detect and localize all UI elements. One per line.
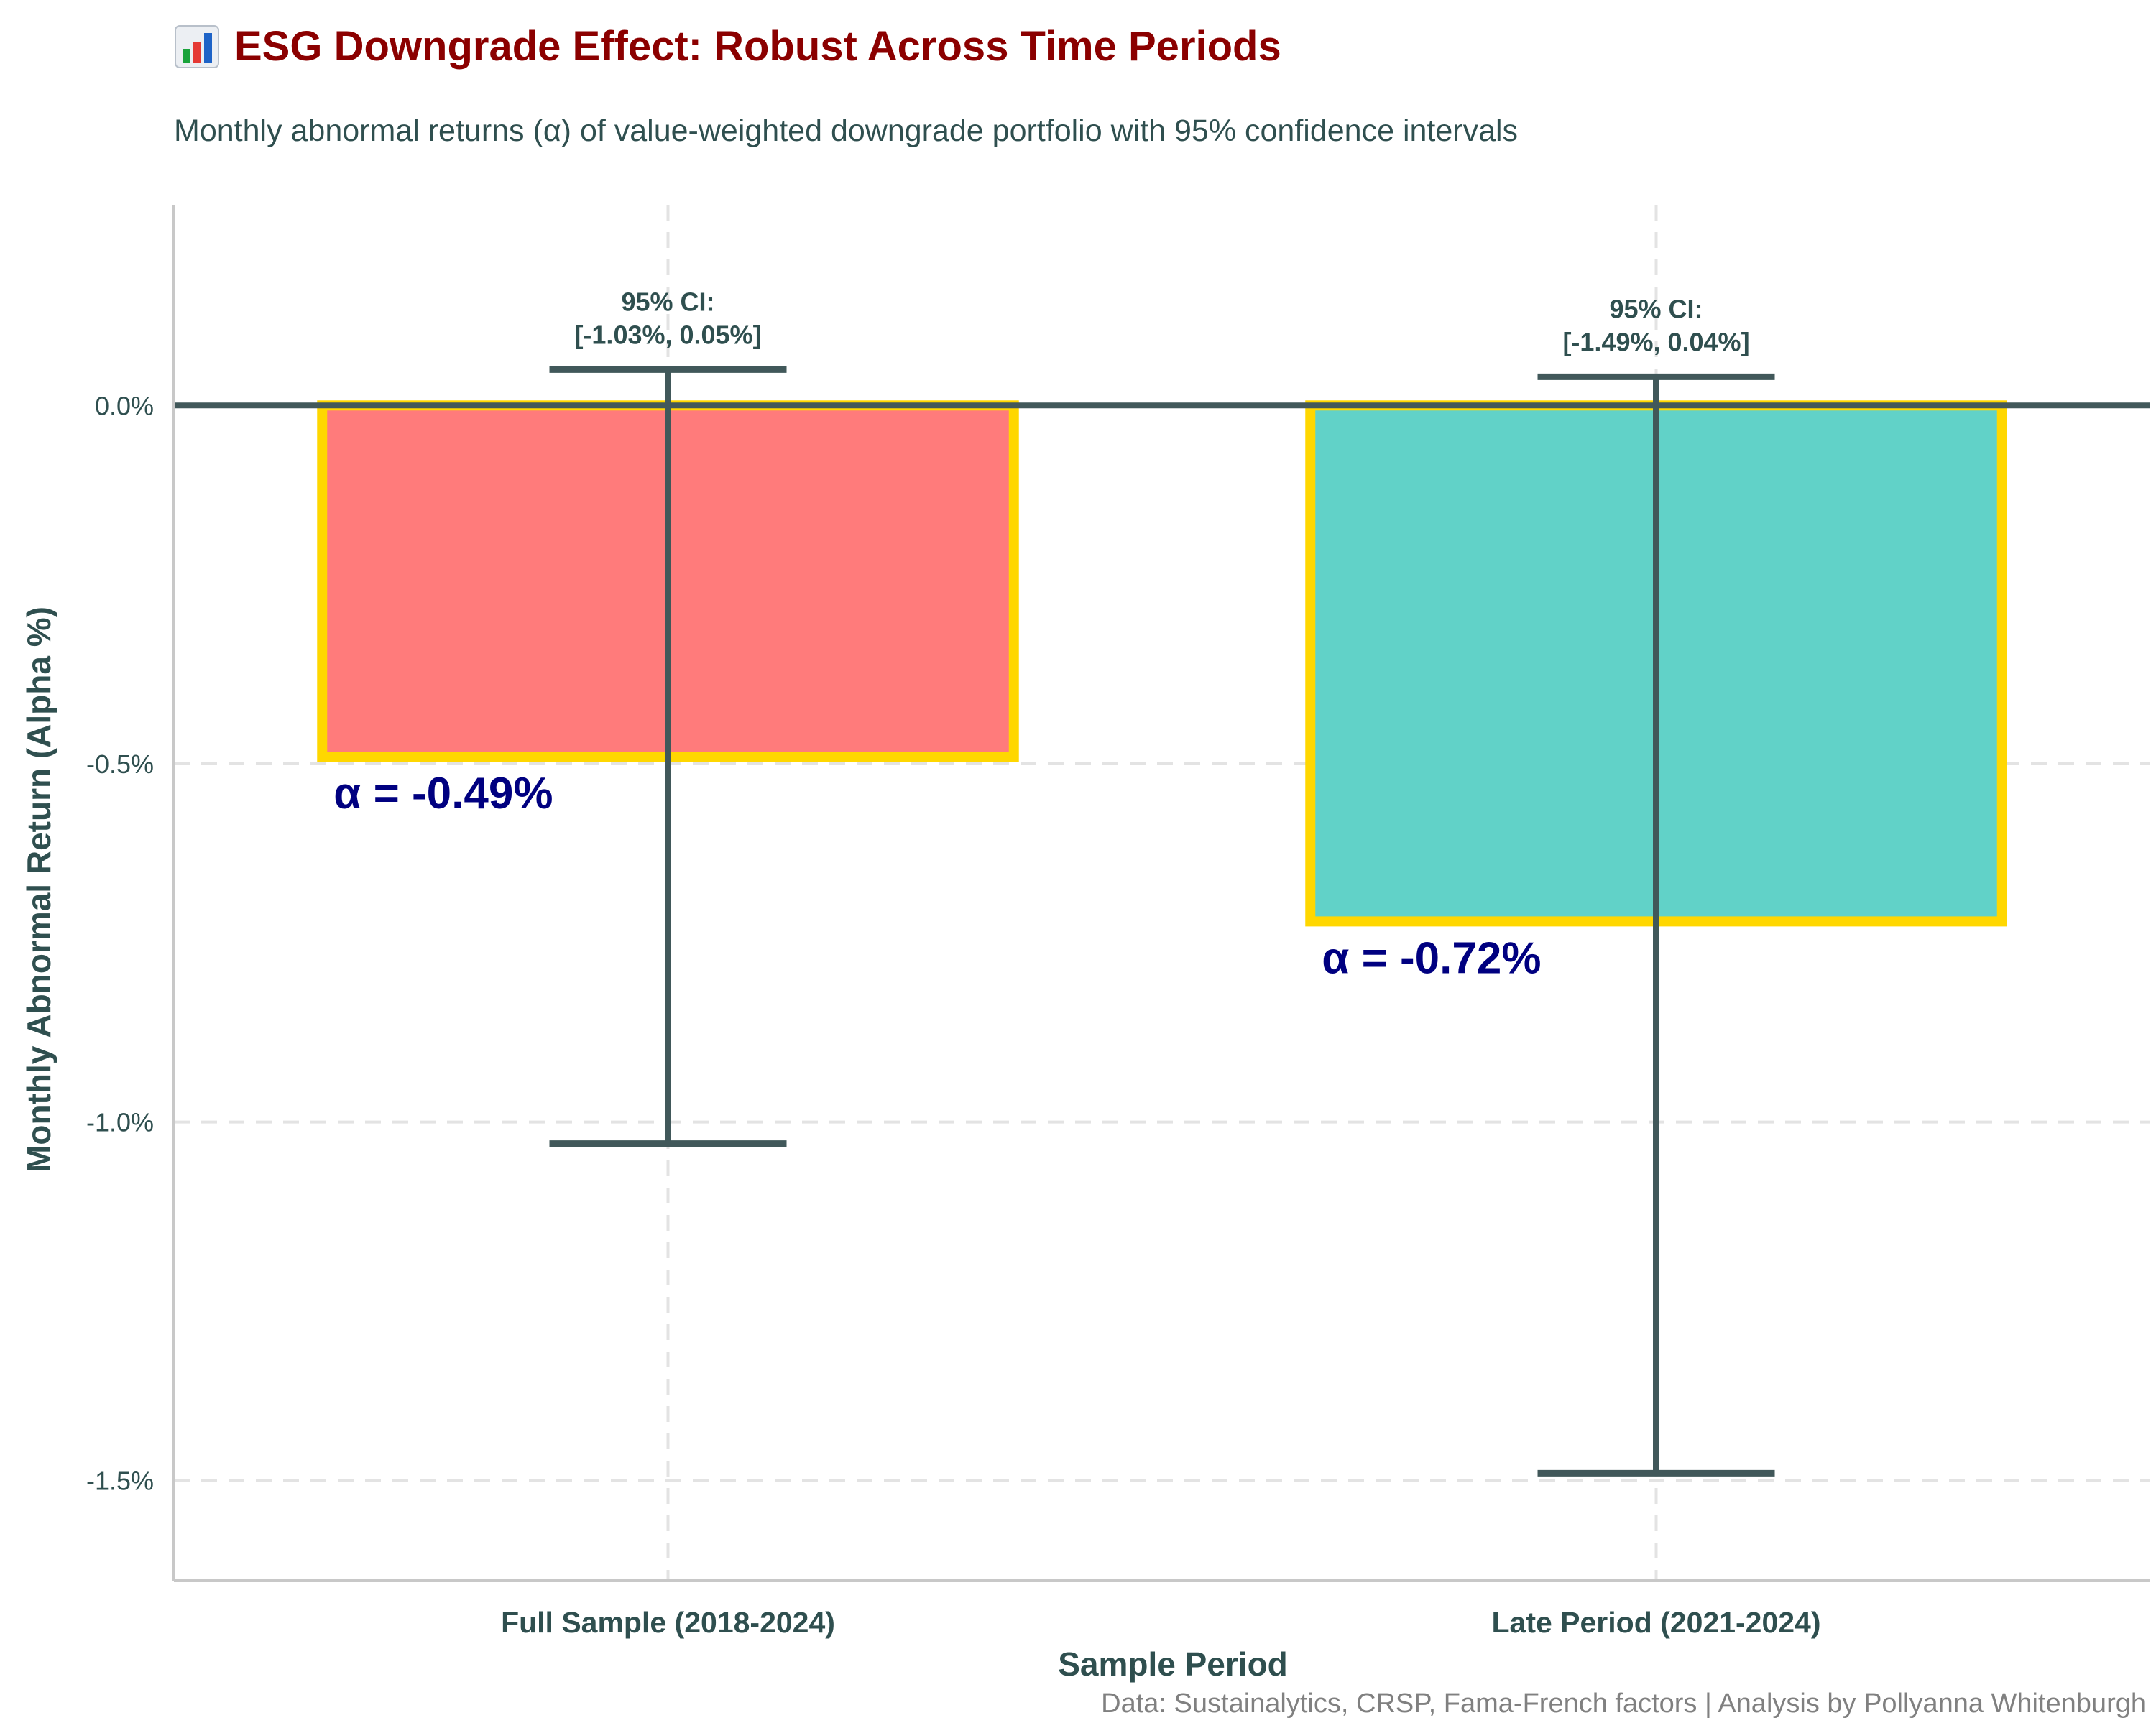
ci-label-0-line-0: 95% CI: — [621, 287, 714, 316]
value-label-0: α = -0.49% — [333, 769, 553, 818]
y-tick-label-1: -0.5% — [86, 749, 154, 779]
x-axis-title: Sample Period — [1058, 1645, 1288, 1683]
bar-chart-emoji-icon — [175, 25, 219, 68]
ci-label-1-line-0: 95% CI: — [1609, 294, 1703, 323]
errorbar-layer — [549, 366, 1775, 1477]
y-tick-label-3: -1.5% — [86, 1466, 154, 1495]
chart-title: ESG Downgrade Effect: Robust Across Time… — [234, 23, 1281, 70]
y-tick-label-0: 0.0% — [95, 391, 154, 420]
y-axis-title: Monthly Abnormal Return (Alpha %) — [20, 606, 57, 1173]
x-category-label-0: Full Sample (2018-2024) — [501, 1606, 835, 1639]
bars-layer — [317, 400, 2007, 927]
value-label-1: α = -0.72% — [1322, 933, 1541, 983]
ci-label-0-line-1: [-1.03%, 0.05%] — [574, 320, 761, 349]
labels-layer: 95% CI: [-1.03%, 0.05%] 95% CI: [-1.49%, 0.… — [333, 287, 1749, 983]
axes-layer: 0.0% -0.5% -1.0% -1.5% Full Sample (2018-202… — [86, 205, 2150, 1639]
ci-label-1-line-1: [-1.49%, 0.04%] — [1562, 327, 1749, 356]
x-category-label-1: Late Period (2021-2024) — [1491, 1606, 1820, 1639]
chart-caption: Data: Sustainalytics, CRSP, Fama-French … — [1101, 1688, 2146, 1719]
chart-subtitle: Monthly abnormal returns (α) of value-we… — [174, 114, 1518, 148]
y-tick-label-2: -1.0% — [86, 1108, 154, 1137]
